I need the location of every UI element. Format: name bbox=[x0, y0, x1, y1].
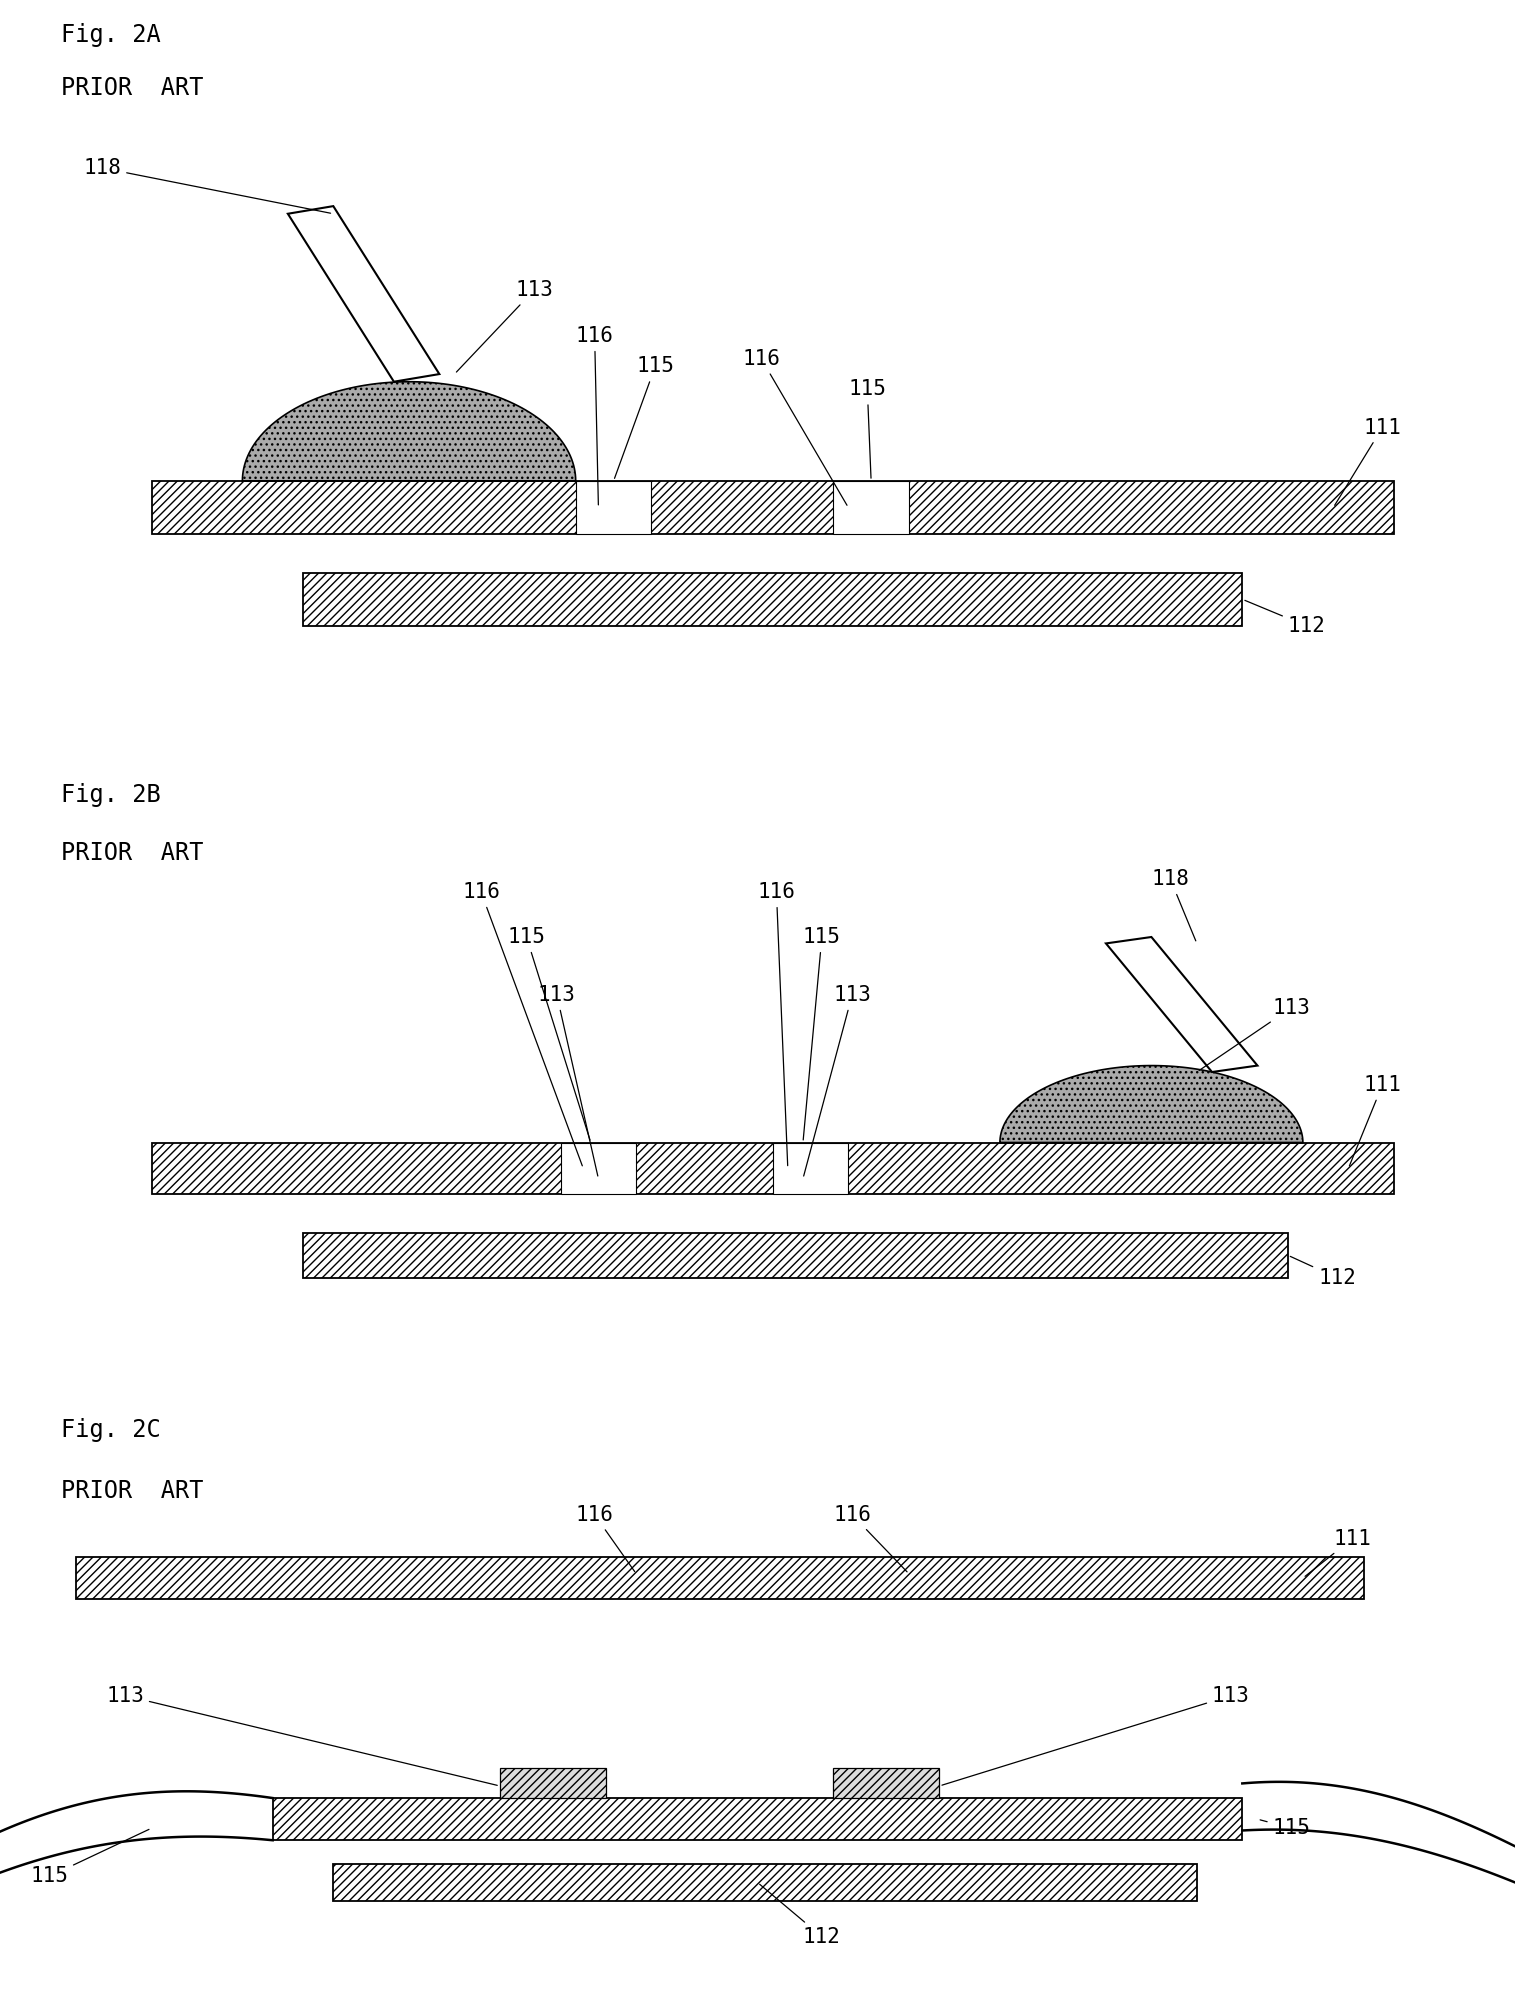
Text: 113: 113 bbox=[803, 984, 871, 1175]
Text: 113: 113 bbox=[538, 984, 598, 1175]
Text: Fig. 2C: Fig. 2C bbox=[61, 1418, 161, 1442]
Polygon shape bbox=[288, 207, 439, 382]
Bar bbox=[833, 480, 909, 534]
Text: 115: 115 bbox=[1260, 1818, 1310, 1838]
Text: 115: 115 bbox=[615, 356, 674, 478]
Bar bbox=[303, 573, 1242, 627]
Text: 113: 113 bbox=[942, 1686, 1250, 1786]
Text: 113: 113 bbox=[106, 1686, 497, 1786]
Bar bbox=[152, 480, 1394, 534]
Text: 112: 112 bbox=[1245, 601, 1326, 637]
Bar bbox=[561, 1143, 636, 1193]
Text: 111: 111 bbox=[1335, 418, 1401, 506]
Text: PRIOR  ART: PRIOR ART bbox=[61, 1479, 203, 1503]
Text: 116: 116 bbox=[462, 882, 582, 1165]
Text: 118: 118 bbox=[83, 159, 330, 213]
Bar bbox=[303, 1234, 1288, 1278]
Polygon shape bbox=[1106, 936, 1257, 1073]
Text: 115: 115 bbox=[803, 926, 841, 1139]
Text: PRIOR  ART: PRIOR ART bbox=[61, 840, 203, 864]
Bar bbox=[333, 1864, 1197, 1901]
Polygon shape bbox=[1000, 1065, 1303, 1143]
Bar bbox=[152, 1143, 1394, 1193]
Bar bbox=[773, 1143, 848, 1193]
Text: 115: 115 bbox=[508, 926, 589, 1139]
Bar bbox=[76, 1557, 1364, 1599]
Text: Fig. 2A: Fig. 2A bbox=[61, 22, 161, 46]
Text: 111: 111 bbox=[1304, 1529, 1371, 1577]
Text: 116: 116 bbox=[758, 882, 795, 1165]
Text: 116: 116 bbox=[742, 350, 847, 506]
Bar bbox=[273, 1798, 1242, 1840]
Text: 113: 113 bbox=[456, 279, 553, 372]
Text: 115: 115 bbox=[848, 380, 886, 478]
Polygon shape bbox=[242, 382, 576, 480]
Text: 112: 112 bbox=[759, 1884, 841, 1947]
Text: 115: 115 bbox=[30, 1830, 148, 1886]
Text: Fig. 2B: Fig. 2B bbox=[61, 784, 161, 808]
Text: 113: 113 bbox=[1200, 998, 1310, 1071]
Text: 116: 116 bbox=[576, 325, 614, 504]
Text: 116: 116 bbox=[833, 1505, 907, 1571]
Text: 116: 116 bbox=[576, 1505, 635, 1571]
Bar bbox=[500, 1768, 606, 1798]
Text: PRIOR  ART: PRIOR ART bbox=[61, 76, 203, 100]
Text: 112: 112 bbox=[1291, 1256, 1356, 1288]
Text: 111: 111 bbox=[1350, 1075, 1401, 1165]
Bar bbox=[833, 1768, 939, 1798]
Bar bbox=[576, 480, 651, 534]
Text: 118: 118 bbox=[1151, 870, 1195, 940]
